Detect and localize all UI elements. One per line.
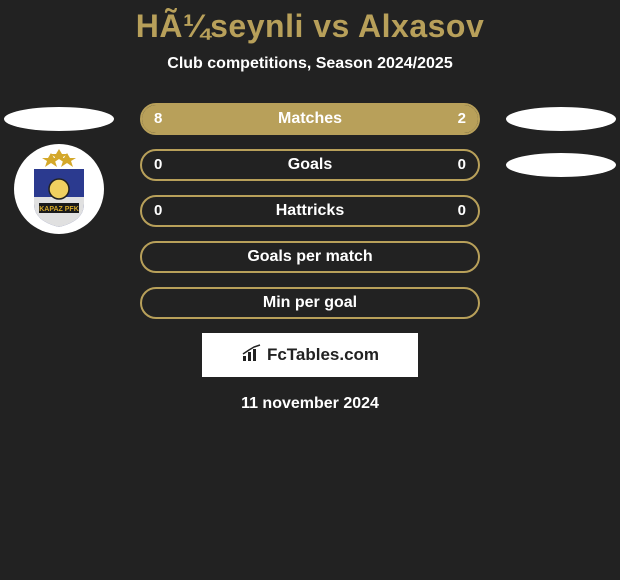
stat-value-right: 0 [458, 197, 466, 225]
chart-icon [241, 344, 263, 367]
stat-label: Min per goal [142, 289, 478, 317]
stat-value-left: 0 [154, 197, 162, 225]
stat-bar: Min per goal [140, 287, 480, 319]
brand-text: FcTables.com [267, 345, 379, 365]
player-left-oval [4, 107, 114, 131]
player-right-oval [506, 153, 616, 177]
stat-value-left: 8 [154, 105, 162, 133]
stat-rows: Matches82 KAPAZ PFK Goals00Hattricks00Go… [0, 103, 620, 319]
subtitle: Club competitions, Season 2024/2025 [0, 55, 620, 73]
stat-bar: Matches8 2 [140, 103, 480, 135]
stat-label: Hattricks [142, 197, 478, 225]
stat-row: Hattricks0 0 [0, 195, 620, 227]
stat-row: KAPAZ PFK Goals00 [0, 149, 620, 181]
stat-value-left: 0 [154, 151, 162, 179]
stat-value-right: 2 [458, 105, 466, 133]
page-title: HÃ¼seynli vs Alxasov [0, 8, 620, 45]
stat-label: Goals per match [142, 243, 478, 271]
comparison-widget: HÃ¼seynli vs Alxasov Club competitions, … [0, 0, 620, 413]
stat-label: Goals [142, 151, 478, 179]
date-text: 11 november 2024 [0, 395, 620, 413]
stat-value-right: 0 [458, 151, 466, 179]
stat-row: Min per goal [0, 287, 620, 319]
stat-bar: Goals per match [140, 241, 480, 273]
player-right-oval [506, 107, 616, 131]
stat-row: Matches8 2 [0, 103, 620, 135]
stat-bar: Hattricks0 0 [140, 195, 480, 227]
stat-bar: Goals0 0 [140, 149, 480, 181]
stat-row: Goals per match [0, 241, 620, 273]
brand-logo[interactable]: FcTables.com [202, 333, 418, 377]
stat-label: Matches [142, 105, 478, 133]
